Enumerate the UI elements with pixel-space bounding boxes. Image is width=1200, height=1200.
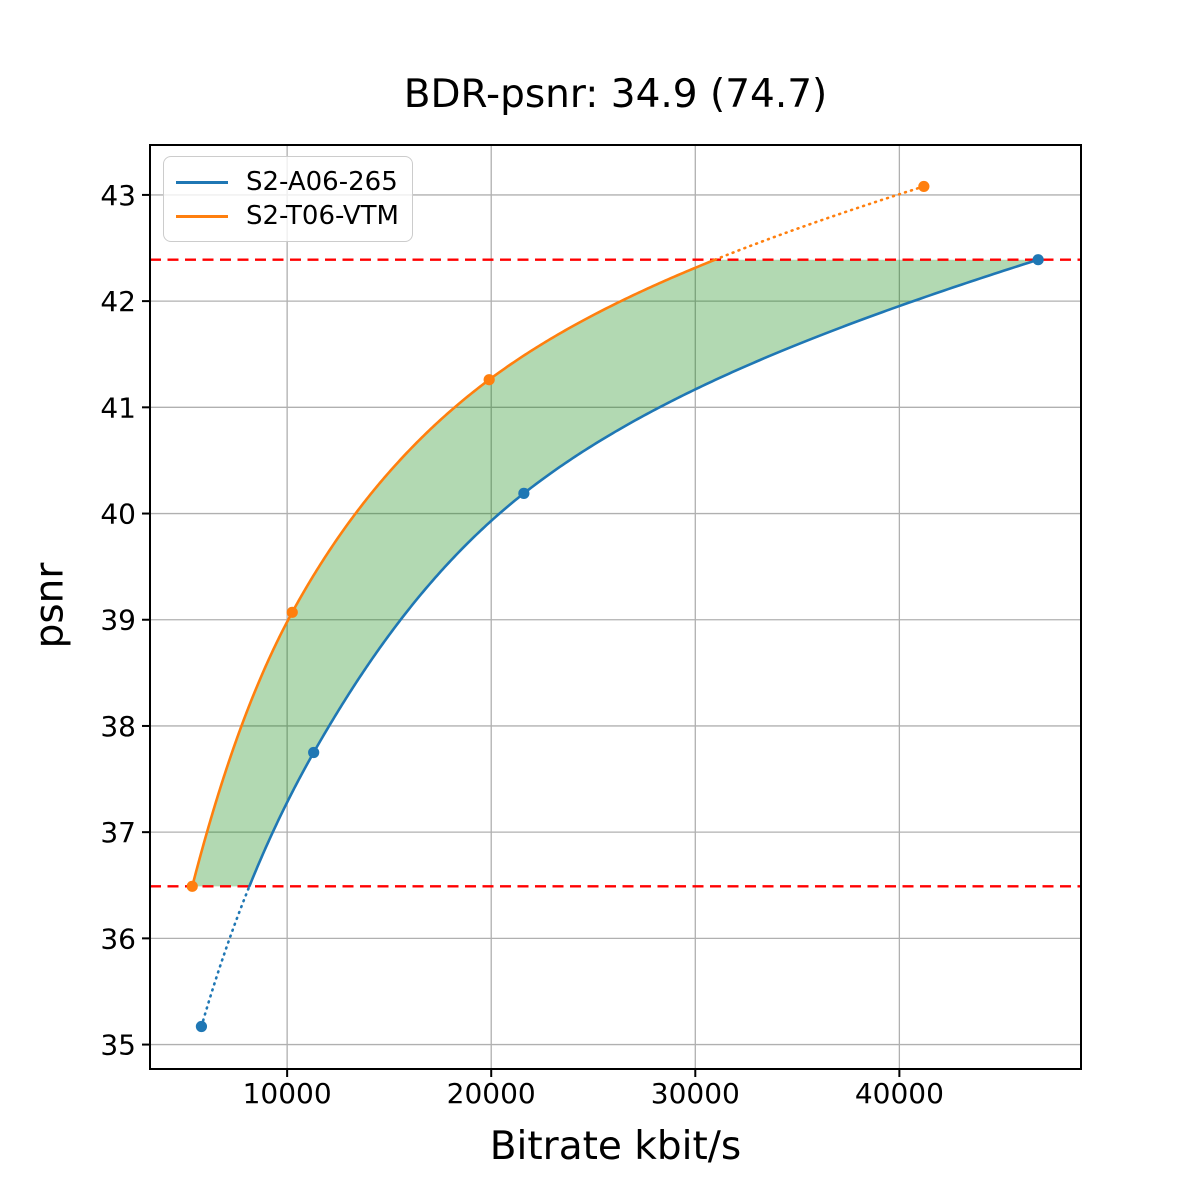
x-tick-label: 10000 <box>243 1077 332 1110</box>
curve-dotted-series-0 <box>200 885 251 1028</box>
legend-label-series-1: S2-T06-VTM <box>246 201 399 231</box>
y-tick-label: 36 <box>100 922 136 955</box>
y-tick-label: 38 <box>100 710 136 743</box>
bd-shaded-region <box>192 259 1039 887</box>
data-point-series-0 <box>308 746 320 759</box>
legend-item: S2-A06-265 <box>174 165 402 199</box>
data-point-series-1 <box>918 180 930 193</box>
y-axis-label: psnr <box>27 562 73 649</box>
x-tick-label: 30000 <box>651 1077 740 1110</box>
x-axis-label: Bitrate kbit/s <box>489 1124 742 1169</box>
y-tick-label: 41 <box>100 391 136 424</box>
x-tick-label: 40000 <box>855 1077 944 1110</box>
curve-series-1 <box>190 258 717 888</box>
data-point-series-0 <box>195 1020 208 1033</box>
y-tick-label: 40 <box>100 498 136 531</box>
data-point-series-0 <box>518 487 530 499</box>
curve-dotted-series-1 <box>713 185 926 261</box>
legend-item: S2-T06-VTM <box>174 199 402 233</box>
curve-series-0 <box>248 258 1040 888</box>
data-point-series-1 <box>286 606 298 618</box>
y-tick-label: 43 <box>100 179 136 212</box>
plot-border <box>149 144 1082 1070</box>
data-point-series-1 <box>483 374 495 386</box>
y-tick-label: 39 <box>100 604 136 637</box>
legend-line-swatch-series-1 <box>176 214 228 218</box>
y-tick-label: 37 <box>100 816 136 849</box>
legend-line-swatch-series-0 <box>176 180 228 184</box>
data-point-series-0 <box>1032 254 1044 266</box>
chart-title: BDR-psnr: 34.9 (74.7) <box>403 72 828 117</box>
y-tick-label: 42 <box>100 285 136 318</box>
x-tick-label: 20000 <box>447 1077 536 1110</box>
legend-label-series-0: S2-A06-265 <box>246 167 398 197</box>
y-tick-label: 35 <box>100 1029 136 1062</box>
data-point-series-1 <box>186 880 198 892</box>
legend: S2-A06-265 S2-T06-VTM <box>163 156 413 242</box>
